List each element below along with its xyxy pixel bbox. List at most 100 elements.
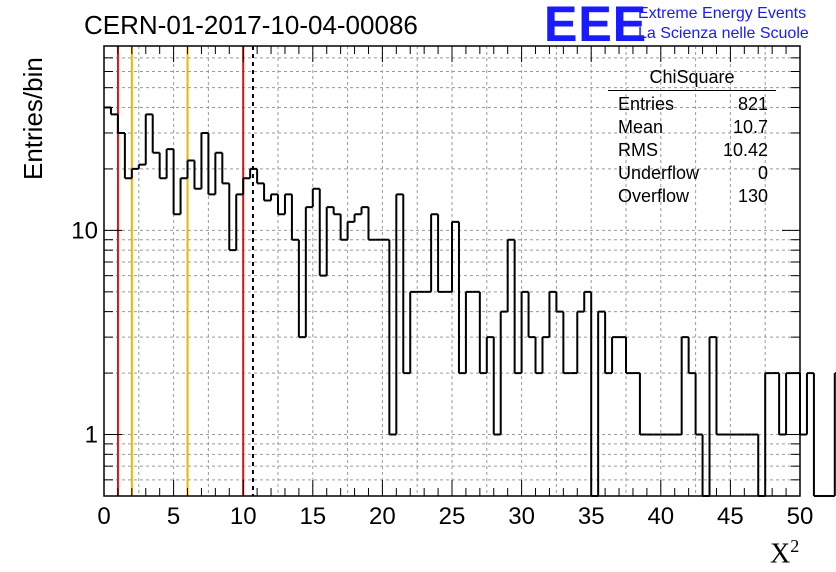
histogram-bin xyxy=(611,336,620,374)
stat-row-rms: RMS 10.42 xyxy=(608,139,776,162)
histogram-bin xyxy=(506,238,515,312)
histogram-bin xyxy=(214,151,223,195)
histogram-bin xyxy=(332,207,341,216)
histogram-bin xyxy=(576,310,585,374)
histogram-bin xyxy=(297,239,306,339)
histogram-bin xyxy=(256,168,265,185)
histogram-bin xyxy=(339,214,348,241)
histogram-bin xyxy=(193,160,202,190)
histogram-bin xyxy=(583,290,592,312)
stats-box: ChiSquare Entries 821 Mean 10.7 RMS 10.4… xyxy=(608,67,776,208)
histogram-bin xyxy=(527,291,536,339)
histogram-bin xyxy=(778,373,787,436)
histogram-bin xyxy=(249,167,258,179)
histogram-bin xyxy=(694,373,703,436)
histogram-bin xyxy=(464,290,473,374)
stat-value: 0 xyxy=(757,163,768,183)
histogram-bin xyxy=(638,373,647,436)
histogram-bin xyxy=(130,167,139,179)
stat-label: Overflow xyxy=(618,186,690,206)
stat-label: Mean xyxy=(618,117,664,137)
x-tick-label: 25 xyxy=(439,503,466,530)
histogram-bin xyxy=(604,311,613,375)
stat-row-overflow: Overflow 130 xyxy=(608,185,776,208)
x-tick-label: 35 xyxy=(578,503,605,530)
histogram-bin xyxy=(304,206,313,338)
histogram-bin xyxy=(137,163,146,169)
stat-row-underflow: Underflow 0 xyxy=(608,162,776,185)
histogram-bin xyxy=(360,206,369,215)
histogram-bin xyxy=(367,207,376,241)
stat-label: Entries xyxy=(618,94,675,114)
histogram-bin xyxy=(451,220,459,292)
stat-row-entries: Entries 821 xyxy=(608,93,776,116)
axes: 0 5 10 15 20 25 30 35 40 45 50 1 10 xyxy=(71,45,814,530)
histogram-bin xyxy=(590,291,599,497)
histogram-bin xyxy=(200,131,209,189)
histogram-bin xyxy=(409,290,418,374)
x-axis-label: X2 xyxy=(770,536,799,570)
x-tick-label: 15 xyxy=(299,503,326,530)
histogram-bin xyxy=(283,193,292,215)
stat-label: Underflow xyxy=(618,163,700,183)
histogram-bin xyxy=(116,114,125,134)
histogram-bin xyxy=(151,114,160,154)
stat-value: 10.42 xyxy=(722,140,768,160)
x-tick-label: 10 xyxy=(230,503,257,530)
histogram-bin xyxy=(290,194,299,241)
x-tick-label: 40 xyxy=(647,503,674,530)
histogram-bin xyxy=(520,290,529,374)
histogram-bin xyxy=(221,152,230,185)
histogram-bin xyxy=(513,239,522,375)
histogram-bin xyxy=(499,310,508,435)
x-axis-label-superscript: 2 xyxy=(790,536,800,556)
x-tick-label: 0 xyxy=(97,503,110,530)
x-tick-label: 50 xyxy=(787,503,814,530)
histogram-bin xyxy=(346,220,355,240)
histogram-bin xyxy=(311,187,320,208)
chart-title: CERN-01-2017-10-04-00086 xyxy=(84,10,418,40)
y-tick-label: 1 xyxy=(85,422,98,449)
logo-line-2: La Scienza nelle Scuole xyxy=(638,25,809,42)
histogram-bin xyxy=(680,336,689,435)
histogram-bin xyxy=(144,113,153,165)
x-tick-label: 5 xyxy=(167,503,180,530)
x-tick-label: 45 xyxy=(717,503,744,530)
histogram-bin xyxy=(430,213,439,292)
histogram-bin xyxy=(402,194,411,375)
x-tick-label: 30 xyxy=(508,503,535,530)
histogram-bin xyxy=(228,183,237,252)
histogram-bin xyxy=(242,177,251,195)
histogram-series xyxy=(104,106,836,497)
histogram-bin xyxy=(165,148,174,179)
histogram-bin xyxy=(534,337,543,375)
eee-logo-mark: EEE xyxy=(544,0,648,52)
histogram-bin xyxy=(179,177,188,215)
histogram-bin xyxy=(625,337,633,375)
histogram-bin xyxy=(764,372,773,496)
histogram-bin xyxy=(715,337,724,436)
histogram-bin xyxy=(235,193,244,251)
histogram-bin xyxy=(437,214,446,293)
histogram-bin xyxy=(207,132,216,196)
histogram-bin xyxy=(548,290,557,338)
histogram-bin xyxy=(687,337,696,375)
logo-line-1: Extreme Energy Events xyxy=(638,5,807,22)
histogram-bin xyxy=(158,152,167,180)
eee-logo: EEE Extreme Energy Events La Scienza nel… xyxy=(540,0,836,52)
stats-title: ChiSquare xyxy=(608,67,776,91)
histogram-bin xyxy=(270,193,278,201)
x-axis-label-base: X xyxy=(770,538,791,570)
histogram-bin xyxy=(708,336,717,496)
stat-value: 10.7 xyxy=(732,117,768,137)
stat-row-mean: Mean 10.7 xyxy=(608,116,776,139)
histogram-bin xyxy=(812,373,821,497)
histogram-bin xyxy=(186,159,195,179)
x-tick-label: 20 xyxy=(369,503,396,530)
histogram-bin xyxy=(485,336,494,374)
reference-lines xyxy=(116,46,254,496)
histogram-bin xyxy=(353,213,362,222)
histogram-bin xyxy=(388,239,397,436)
